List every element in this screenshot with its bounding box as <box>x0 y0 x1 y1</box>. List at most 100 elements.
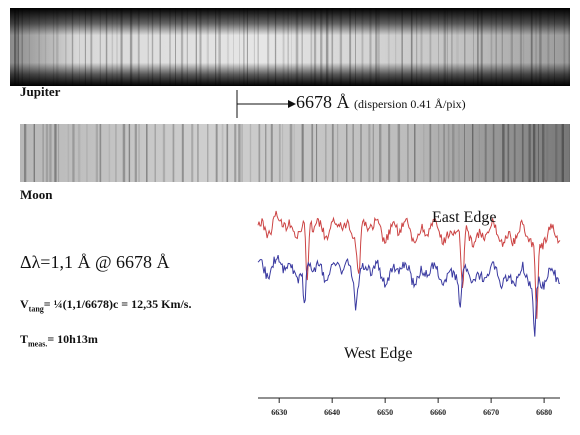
absorption-line <box>258 124 261 182</box>
absorption-line <box>372 124 374 182</box>
absorption-line <box>207 124 209 182</box>
absorption-line <box>555 124 558 182</box>
absorption-line <box>502 124 505 182</box>
absorption-line <box>452 124 455 182</box>
absorption-line <box>472 124 474 182</box>
time-formula: Tmeas.= 10h13m <box>20 332 98 348</box>
absorption-line <box>197 124 199 182</box>
absorption-line <box>226 124 229 182</box>
absorption-line <box>99 124 102 182</box>
absorption-line <box>162 124 166 182</box>
absorption-line <box>282 124 284 182</box>
absorption-line <box>86 124 88 182</box>
x-tick-label: 6680 <box>536 408 552 417</box>
time-symbol: T <box>20 332 29 346</box>
absorption-line <box>368 124 371 182</box>
absorption-line <box>24 124 27 182</box>
absorption-line <box>423 124 425 182</box>
absorption-line <box>181 124 184 182</box>
absorption-line <box>301 124 304 182</box>
moon-spectrum <box>20 124 570 182</box>
moon-label: Moon <box>20 187 53 202</box>
absorption-line <box>134 124 137 182</box>
absorption-line <box>138 124 140 182</box>
absorption-line <box>146 124 148 182</box>
jupiter-label: Jupiter <box>20 84 61 99</box>
x-tick-label: 6630 <box>271 408 287 417</box>
absorption-line <box>54 124 57 182</box>
absorption-line <box>533 124 536 182</box>
absorption-line <box>249 124 252 182</box>
west-edge-label: West Edge <box>344 345 412 362</box>
absorption-line <box>241 124 243 182</box>
arrow-wavelength: 6678 Å <box>296 92 350 112</box>
absorption-line <box>42 124 44 182</box>
velocity-value: = ¼(1,1/6678)c = 12,35 Km/s. <box>43 297 192 311</box>
moon-spectrum-image <box>20 124 570 182</box>
absorption-line <box>521 124 524 182</box>
absorption-line <box>464 124 465 182</box>
absorption-line <box>72 124 75 182</box>
absorption-line <box>346 124 348 182</box>
absorption-line <box>407 124 409 182</box>
absorption-line <box>438 124 440 182</box>
time-value: = 10h13m <box>47 332 98 346</box>
arrow-label: 6678 Å (dispersion 0.41 Å/pix) <box>296 92 466 113</box>
absorption-line <box>77 124 81 182</box>
absorption-line <box>67 124 70 182</box>
absorption-line <box>293 124 295 182</box>
absorption-line <box>542 124 545 182</box>
x-tick-label: 6650 <box>377 408 393 417</box>
absorption-line <box>278 124 281 182</box>
absorption-line <box>154 124 156 182</box>
absorption-line <box>128 124 131 182</box>
absorption-line <box>58 124 60 182</box>
absorption-line <box>49 124 52 182</box>
west-edge-line <box>257 254 560 337</box>
absorption-line <box>538 124 539 182</box>
absorption-line <box>95 124 98 182</box>
absorption-line <box>33 124 35 182</box>
velocity-symbol: V <box>20 297 29 311</box>
absorption-line <box>191 124 194 182</box>
absorption-line <box>569 124 570 182</box>
absorption-line <box>265 124 267 182</box>
absorption-line <box>484 124 487 182</box>
absorption-line <box>492 124 495 182</box>
absorption-line <box>457 124 460 182</box>
absorption-line <box>513 124 516 182</box>
east-edge-label: East Edge <box>432 209 496 226</box>
spectrum-band <box>20 124 570 182</box>
limb-darkening <box>10 8 570 86</box>
absorption-line <box>108 124 111 182</box>
absorption-line <box>528 124 531 182</box>
absorption-line <box>325 124 327 182</box>
spectral-line-chart: 6630 6640 6650 6660 6670 6680 East Edge West … <box>257 209 561 417</box>
time-subscript: meas. <box>28 339 48 349</box>
jupiter-spectrum-image <box>10 8 570 86</box>
absorption-line <box>316 124 318 182</box>
arrow-dispersion: (dispersion 0.41 Å/pix) <box>354 97 466 111</box>
absorption-line <box>447 124 450 182</box>
absorption-line <box>397 124 401 182</box>
east-edge-line <box>257 210 561 319</box>
absorption-line <box>443 124 445 182</box>
arrow-icon <box>236 90 296 118</box>
absorption-line <box>311 124 314 182</box>
absorption-line <box>45 124 49 182</box>
absorption-line <box>561 124 564 182</box>
absorption-line <box>429 124 432 182</box>
absorption-line <box>360 124 362 182</box>
absorption-line <box>221 124 224 182</box>
velocity-subscript: tang <box>28 304 44 314</box>
x-tick-label: 6660 <box>430 408 446 417</box>
absorption-line <box>289 124 293 182</box>
absorption-line <box>238 124 241 182</box>
x-tick-label: 6670 <box>483 408 499 417</box>
velocity-formula: Vtang= ¼(1,1/6678)c = 12,35 Km/s. <box>20 297 191 313</box>
absorption-line <box>234 124 237 182</box>
absorption-line <box>379 124 382 182</box>
absorption-line <box>478 124 480 182</box>
absorption-line <box>331 124 334 182</box>
x-tick-label: 6640 <box>324 408 340 417</box>
